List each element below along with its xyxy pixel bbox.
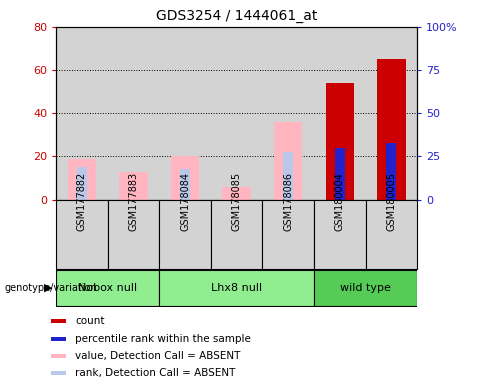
Bar	[56, 270, 159, 306]
Bar	[51, 319, 66, 323]
Bar	[56, 27, 108, 200]
Bar	[51, 337, 66, 341]
Bar	[377, 59, 406, 200]
Bar	[51, 354, 66, 358]
Bar	[159, 200, 211, 269]
Bar	[68, 159, 96, 200]
Bar	[108, 27, 159, 200]
Bar	[211, 200, 263, 269]
Bar	[325, 83, 354, 200]
Bar	[314, 270, 417, 306]
Text: Nobox null: Nobox null	[78, 283, 137, 293]
Text: GSM178084: GSM178084	[180, 172, 190, 231]
Bar	[263, 200, 314, 269]
Bar	[211, 27, 263, 200]
Bar	[120, 172, 148, 200]
Text: wild type: wild type	[340, 283, 391, 293]
Bar	[159, 27, 211, 200]
Bar	[51, 371, 66, 375]
Bar	[314, 27, 366, 200]
Text: ▶: ▶	[44, 283, 53, 293]
Bar	[56, 200, 108, 269]
Bar	[314, 200, 366, 269]
Text: GSM180004: GSM180004	[335, 172, 345, 231]
Text: count: count	[75, 316, 104, 326]
Text: genotype/variation: genotype/variation	[5, 283, 98, 293]
Text: GSM178086: GSM178086	[283, 172, 293, 231]
Bar	[366, 27, 417, 200]
Title: GDS3254 / 1444061_at: GDS3254 / 1444061_at	[156, 9, 317, 23]
Bar	[77, 167, 87, 200]
Bar	[171, 157, 199, 200]
Bar	[263, 27, 314, 200]
Bar	[108, 200, 159, 269]
Text: GSM180005: GSM180005	[386, 172, 396, 231]
Text: value, Detection Call = ABSENT: value, Detection Call = ABSENT	[75, 351, 240, 361]
Bar	[284, 152, 293, 200]
Bar	[366, 200, 417, 269]
Text: rank, Detection Call = ABSENT: rank, Detection Call = ABSENT	[75, 368, 235, 378]
Bar	[159, 270, 314, 306]
Text: GSM177882: GSM177882	[77, 172, 87, 231]
Text: GSM178085: GSM178085	[232, 172, 242, 231]
Bar	[335, 148, 345, 200]
Bar	[180, 169, 190, 200]
Bar	[223, 187, 251, 200]
Text: percentile rank within the sample: percentile rank within the sample	[75, 334, 251, 344]
Bar	[274, 122, 303, 200]
Text: GSM177883: GSM177883	[128, 172, 139, 231]
Bar	[386, 143, 396, 200]
Text: Lhx8 null: Lhx8 null	[211, 283, 262, 293]
